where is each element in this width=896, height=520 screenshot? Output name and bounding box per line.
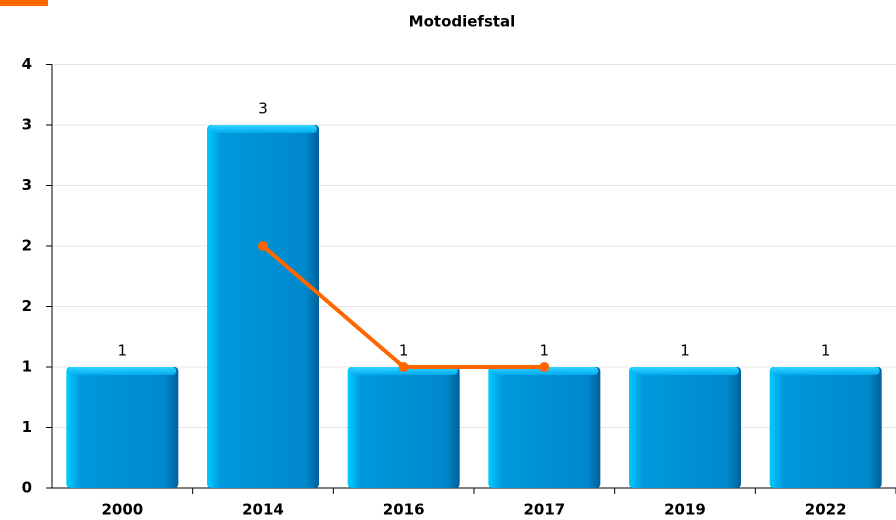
bar-top <box>631 367 739 375</box>
data-label: 1 <box>399 342 409 360</box>
line-point <box>398 362 409 372</box>
y-tick-label: 0 <box>22 479 32 497</box>
y-tick-label: 3 <box>22 176 32 194</box>
line-point <box>258 241 268 251</box>
chart-title: Motodiefstal <box>409 13 516 31</box>
bar <box>66 367 179 488</box>
data-label: 1 <box>680 342 690 360</box>
bar <box>629 367 741 488</box>
y-tick-label: 2 <box>22 297 32 315</box>
bar-top <box>209 125 317 133</box>
bar <box>207 125 319 488</box>
y-tick-label: 1 <box>22 358 32 376</box>
y-tick-label: 4 <box>22 55 32 73</box>
x-tick-label: 2014 <box>242 501 284 519</box>
bar <box>488 367 601 488</box>
x-tick-label: 2016 <box>383 501 425 519</box>
bar <box>769 367 882 488</box>
x-tick-label: 2019 <box>664 501 706 519</box>
y-tick-label: 1 <box>22 418 32 436</box>
x-tick-label: 2022 <box>805 501 847 519</box>
data-label: 1 <box>540 342 550 360</box>
data-label: 1 <box>118 342 128 360</box>
data-label: 1 <box>821 342 831 360</box>
bar-top <box>771 367 880 375</box>
line-point <box>539 362 550 372</box>
y-tick-label: 3 <box>22 116 32 134</box>
legend-swatch <box>0 0 48 6</box>
x-tick-label: 2000 <box>101 501 143 519</box>
data-label: 3 <box>258 100 268 118</box>
bar <box>347 367 460 488</box>
bar-top <box>68 367 177 375</box>
x-tick-label: 2017 <box>523 501 565 519</box>
y-tick-label: 2 <box>22 237 32 255</box>
